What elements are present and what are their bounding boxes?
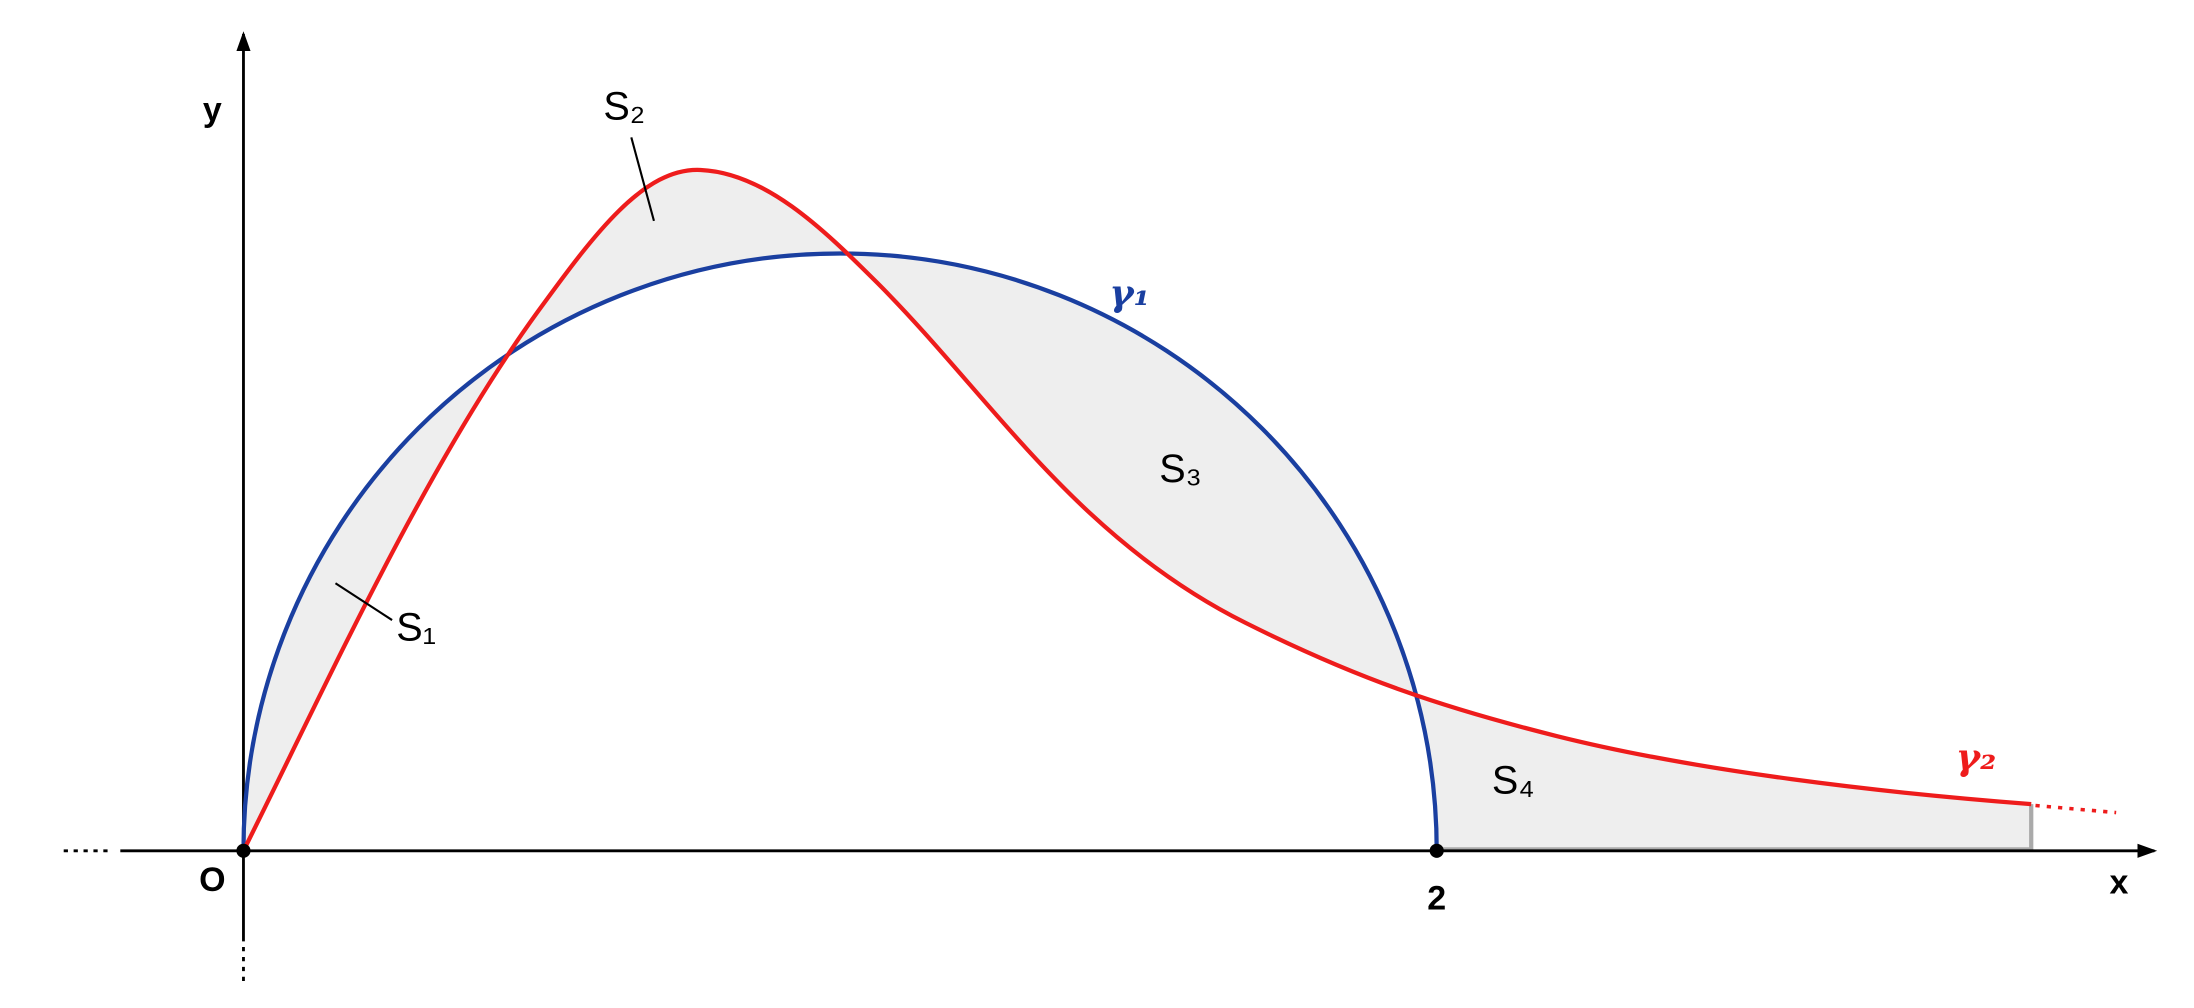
region-label: S₃: [1159, 447, 1202, 491]
leader-s2: [630, 137, 655, 222]
origin-label: O: [199, 861, 225, 899]
region-label: S₂: [603, 85, 645, 129]
point-2: [1429, 843, 1444, 858]
curve-gamma2-dots: [2035, 803, 2117, 815]
curve-gamma2: [241, 167, 2032, 852]
region-label: S₄: [1492, 758, 1535, 802]
shaded-regions: [243, 169, 2032, 851]
y-axis-label: y: [203, 91, 222, 129]
curve-label: γ₂: [1956, 735, 1996, 779]
x-tick-label: 2: [1427, 879, 1446, 917]
leader-s1: [334, 582, 393, 621]
curve-label: γ₁: [1109, 270, 1149, 314]
curve-gamma1: [241, 251, 1439, 851]
x-axis-label: x: [2110, 864, 2129, 902]
region-label: S₁: [396, 605, 436, 649]
origin-point: [236, 843, 251, 858]
